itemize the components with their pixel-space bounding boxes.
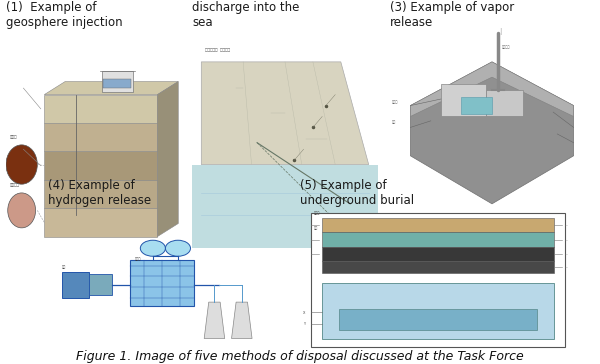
Polygon shape <box>410 62 574 116</box>
Text: (3) Example of vapor
release: (3) Example of vapor release <box>390 1 514 29</box>
Text: スクリーン  サンプル: スクリーン サンプル <box>205 48 230 52</box>
Text: スタック: スタック <box>502 46 511 50</box>
Text: チーム: チーム <box>10 135 17 139</box>
Text: (5) Example of
underground burial: (5) Example of underground burial <box>300 179 414 207</box>
Bar <box>103 79 131 88</box>
Text: (4) Example of
hydrogen release: (4) Example of hydrogen release <box>48 179 151 207</box>
Polygon shape <box>157 82 178 237</box>
Bar <box>441 84 486 116</box>
Text: (2) Example of
discharge into the
sea: (2) Example of discharge into the sea <box>192 0 299 29</box>
Bar <box>89 274 112 295</box>
Bar <box>322 283 554 339</box>
Polygon shape <box>232 302 252 339</box>
Text: 覆土: 覆土 <box>314 226 318 230</box>
Polygon shape <box>202 62 368 165</box>
Circle shape <box>8 193 35 228</box>
Text: 蒸気: 蒸気 <box>392 120 396 124</box>
Bar <box>44 180 157 208</box>
Bar <box>486 90 523 116</box>
Text: サイト: サイト <box>314 212 320 216</box>
Bar <box>44 123 157 151</box>
Text: Figure 1. Image of five methods of disposal discussed at the Task Force: Figure 1. Image of five methods of dispo… <box>76 350 524 363</box>
Text: 放射線: 放射線 <box>392 100 398 104</box>
Bar <box>44 151 157 180</box>
Text: Y: Y <box>303 323 305 327</box>
Text: 電解槽: 電解槽 <box>134 257 141 261</box>
Text: ―: ― <box>565 253 568 257</box>
Text: ―: ― <box>565 266 568 270</box>
Text: 原水: 原水 <box>62 266 66 270</box>
Text: ―: ― <box>565 238 568 242</box>
Bar <box>322 261 554 273</box>
Text: (1)  Example of
geosphere injection: (1) Example of geosphere injection <box>6 1 122 29</box>
Bar <box>44 208 157 237</box>
Bar <box>322 232 554 247</box>
Polygon shape <box>204 302 225 339</box>
Bar <box>62 272 89 298</box>
Circle shape <box>6 145 37 184</box>
Bar <box>192 165 378 248</box>
Polygon shape <box>44 82 178 95</box>
Text: サンプル: サンプル <box>10 183 19 187</box>
Bar <box>322 218 554 232</box>
Bar <box>461 97 492 114</box>
Circle shape <box>140 240 166 256</box>
Bar <box>130 260 194 306</box>
Bar <box>102 71 133 92</box>
Bar <box>322 247 554 261</box>
Polygon shape <box>410 62 574 204</box>
Text: ―: ― <box>565 223 568 228</box>
Bar <box>44 95 157 123</box>
Circle shape <box>166 240 191 256</box>
Text: X: X <box>303 311 305 315</box>
Bar <box>338 309 538 330</box>
Text: |: | <box>499 28 502 35</box>
